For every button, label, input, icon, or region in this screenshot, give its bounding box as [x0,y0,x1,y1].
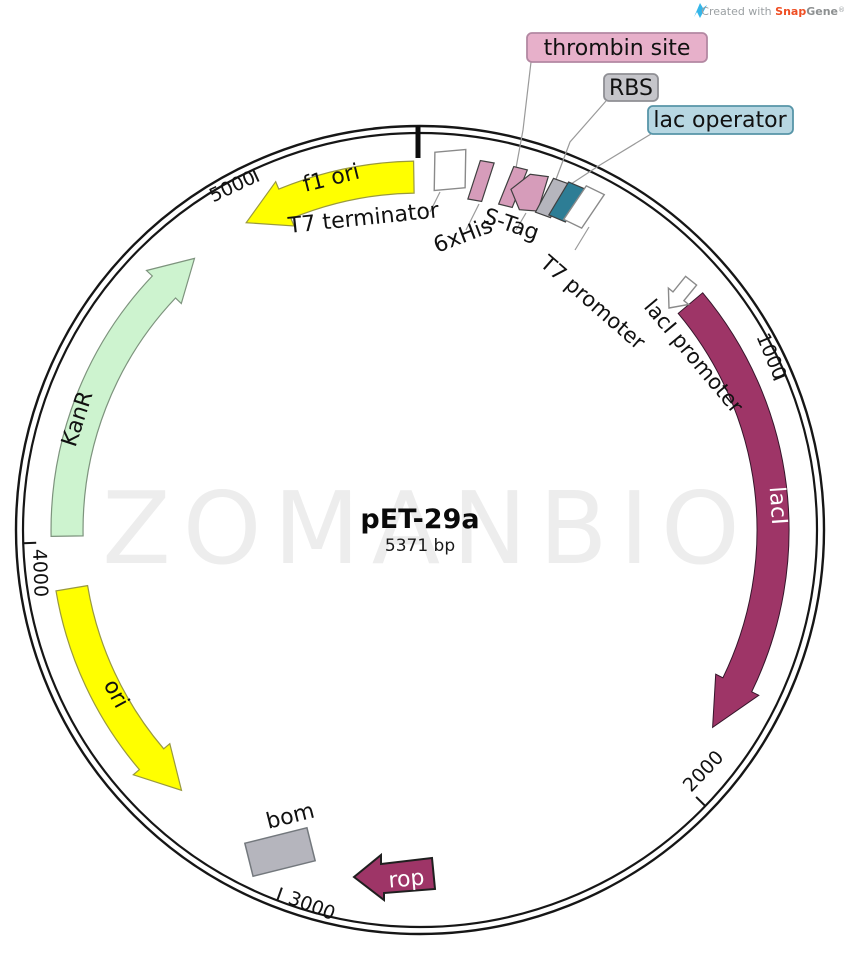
feature-s-tag [510,173,550,212]
callout-thrombin-site-label: thrombin site [544,36,691,61]
watermark-text: ZOMANBIO [102,470,752,587]
tick-5000 [252,169,260,182]
callout-rbs-box [603,73,659,102]
tick-label-4000: 4000 [28,548,52,597]
feature-t7-promoter [562,184,606,230]
leader-6xhis [465,203,480,231]
callout-rbs-label: RBS [609,76,653,101]
label-bom: bom [264,799,317,835]
tick-2000 [695,796,707,807]
plasmid-title-group: pET-29a 5371 bp [360,504,479,556]
snapgene-credit: Created with SnapGene® [694,3,845,18]
leader-t7-terminator [429,191,441,213]
label-laci: lacI [764,486,792,526]
leader-rbs [554,100,607,183]
leader-t7-promoter [574,226,590,251]
feature-ori [55,584,183,792]
label-rop: rop [387,866,425,894]
callouts: thrombin site RBS lac operator [526,32,794,135]
features [50,148,790,903]
tick-1000 [773,373,786,381]
feature-bom [243,826,317,878]
plasmid-name: pET-29a [360,504,479,535]
tick-3000 [276,887,283,901]
leader-thrombin-site [515,61,532,169]
credit-text: Created with SnapGene® [701,5,845,18]
leader-lines [429,61,652,251]
callout-lac-operator-box [647,105,794,135]
feature-laci-promoter [667,275,698,309]
feature-6xhis [467,159,495,203]
leader-s-tag [515,212,527,231]
plasmid-size: 5371 bp [385,536,455,556]
feature-kanr [50,257,196,538]
callout-thrombin-site-box [526,32,708,63]
feature-laci [677,292,790,729]
feature-rop [352,852,437,903]
feature-f1-ori [245,160,415,227]
snapgene-logo-icon [694,3,707,18]
callout-lac-operator-label: lac operator [653,108,787,133]
label-t7-promoter: T7 promoter [535,250,650,354]
leader-lac-operator [570,133,652,185]
feature-t7-terminator [433,148,467,192]
